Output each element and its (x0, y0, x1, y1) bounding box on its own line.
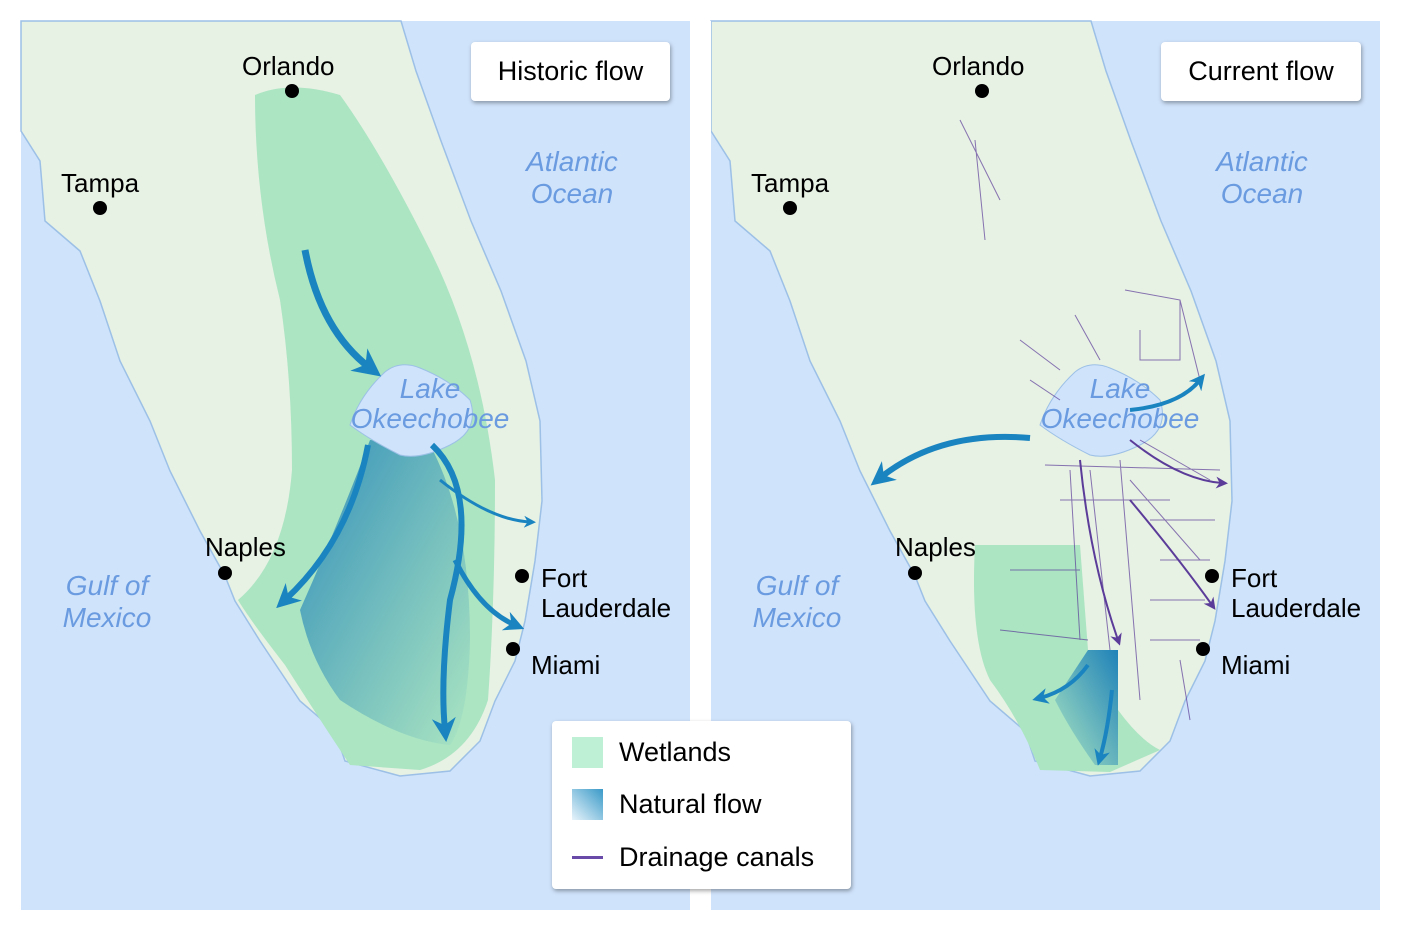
flow-arrow (452, 558, 525, 631)
city-dot-tampa (783, 201, 797, 215)
panel-title-current: Current flow (1161, 42, 1361, 101)
flow-arrow (429, 442, 465, 742)
legend: Wetlands Natural flow Drainage canals (552, 721, 851, 889)
city-label-fort: Fort (541, 563, 588, 593)
atlantic-label: Atlantic (524, 146, 618, 177)
atlantic-label: Atlantic (1214, 146, 1308, 177)
lake-label: Okeechobee (351, 403, 510, 434)
legend-label: Natural flow (619, 789, 762, 819)
lake-okeechobee (349, 364, 473, 457)
natural-flow-swatch (572, 789, 603, 820)
atlantic-label: Ocean (1221, 178, 1304, 209)
city-dot-naples (218, 566, 232, 580)
city-dot-miami (1196, 642, 1210, 656)
drainage-canals (959, 119, 1221, 721)
flow-arrow (1094, 689, 1114, 766)
gulf-label: Gulf of (756, 570, 842, 601)
legend-item-wetlands: Wetlands (572, 737, 731, 768)
gulf-label: Gulf of (66, 570, 152, 601)
lake-okeechobee (1039, 364, 1163, 457)
flow-arrow (1129, 373, 1206, 412)
city-label-naples: Naples (205, 532, 286, 562)
canal-arrow (1129, 439, 1228, 489)
flow-arrows (276, 249, 536, 742)
flow-arrow (301, 249, 382, 377)
city-label-miami: Miami (1221, 650, 1290, 680)
legend-item-drainage-canals: Drainage canals (572, 842, 814, 873)
drainage-canal-swatch (572, 856, 603, 859)
flow-arrow (439, 478, 536, 528)
city-label-naples: Naples (895, 532, 976, 562)
city-label-tampa: Tampa (61, 168, 140, 198)
lake-label: Lake (1090, 373, 1151, 404)
natural-flow-area (1055, 650, 1118, 765)
flow-arrow (1032, 663, 1090, 704)
city-label-orlando: Orlando (932, 51, 1025, 81)
atlantic-label: Ocean (531, 178, 614, 209)
gulf-label: Mexico (753, 602, 842, 633)
city-dot-miami (506, 642, 520, 656)
city-dot-naples (908, 566, 922, 580)
city-dot-orlando (285, 84, 299, 98)
canal-arrow (1129, 499, 1216, 610)
city-label-lauderdale: Lauderdale (541, 593, 671, 623)
gulf-label: Mexico (63, 602, 152, 633)
city-label-fort: Fort (1231, 563, 1278, 593)
city-label-miami: Miami (531, 650, 600, 680)
canal-arrow (1079, 459, 1122, 646)
flow-arrow (870, 433, 1031, 486)
city-label-tampa: Tampa (751, 168, 830, 198)
wetlands-swatch (572, 737, 603, 768)
lake-label: Okeechobee (1041, 403, 1200, 434)
legend-item-natural-flow: Natural flow (572, 789, 762, 820)
city-dot-fort-lauderdale (515, 569, 529, 583)
flow-arrows (870, 373, 1206, 766)
legend-label: Wetlands (619, 737, 732, 767)
panel-title-historic: Historic flow (471, 42, 670, 101)
city-dot-fort-lauderdale (1205, 569, 1219, 583)
legend-label: Drainage canals (619, 842, 815, 872)
flow-arrow (276, 444, 371, 609)
city-dot-orlando (975, 84, 989, 98)
city-markers-left: Orlando Tampa Naples Fort Lauderdale Mia… (61, 51, 671, 680)
lake-label: Lake (400, 373, 461, 404)
city-markers-right: Orlando Tampa Naples Fort Lauderdale Mia… (751, 51, 1361, 680)
city-label-lauderdale: Lauderdale (1231, 593, 1361, 623)
canal-flows (1079, 439, 1228, 646)
historic-flow-map (20, 20, 690, 910)
city-label-orlando: Orlando (242, 51, 335, 81)
city-dot-tampa (93, 201, 107, 215)
